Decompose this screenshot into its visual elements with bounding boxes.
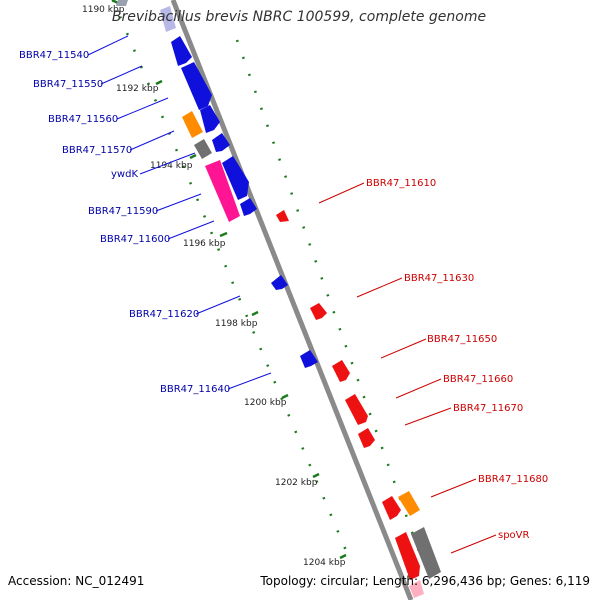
gene-feature-blue[interactable]: [300, 350, 318, 368]
gene-label-BBR47_11540[interactable]: BBR47_11540: [19, 50, 89, 61]
gene-feature-red[interactable]: [382, 496, 401, 520]
gene-feature-gray[interactable]: [194, 139, 212, 159]
leader-line: [87, 35, 129, 56]
gene-label-BBR47_11560[interactable]: BBR47_11560: [48, 114, 118, 125]
genome-backbone: [170, 0, 414, 601]
gene-feature-blue[interactable]: [200, 105, 220, 133]
gene-feature-blue[interactable]: [212, 133, 230, 152]
forward-leader-lines: [87, 35, 272, 390]
gene-feature-blue[interactable]: [222, 156, 249, 200]
gene-label-BBR47_11630[interactable]: BBR47_11630: [404, 273, 474, 284]
kbp-tick-marks: [111, 0, 347, 560]
leader-line: [450, 534, 497, 554]
topology-text: Topology: circular; Length: 6,296,436 bp…: [260, 574, 590, 588]
gene-label-BBR47_11650[interactable]: BBR47_11650: [427, 334, 497, 345]
gene-feature-red[interactable]: [358, 428, 375, 448]
kbp-labels: 1190 kbp 1192 kbp 1194 kbp 1196 kbp 1198…: [82, 5, 346, 568]
leader-line: [380, 338, 427, 359]
gene-feature-red[interactable]: [276, 210, 289, 222]
gene-feature-red[interactable]: [332, 360, 350, 382]
gene-feature-pink-light[interactable]: [409, 580, 424, 598]
reverse-gene-labels: BBR47_11610 BBR47_11630 BBR47_11650 BBR4…: [366, 178, 548, 541]
gene-feature-red[interactable]: [395, 532, 420, 580]
leader-line: [395, 378, 442, 399]
gene-label-BBR47_11640[interactable]: BBR47_11640: [160, 384, 230, 395]
gene-label-spoVR[interactable]: spoVR: [498, 530, 530, 541]
gene-feature-red[interactable]: [345, 394, 368, 425]
leader-line: [155, 193, 202, 212]
gene-feature-red[interactable]: [310, 303, 327, 320]
kbp-tick: [219, 231, 228, 238]
gene-feature-orange[interactable]: [398, 491, 420, 516]
gene-label-BBR47_11590[interactable]: BBR47_11590: [88, 206, 158, 217]
gene-label-BBR47_11600[interactable]: BBR47_11600: [100, 234, 170, 245]
gene-label-ywdK[interactable]: ywdK: [111, 169, 138, 180]
leader-line: [195, 295, 241, 315]
outer-tick-track: [235, 39, 424, 561]
gene-feature-lightblue[interactable]: [160, 6, 176, 32]
leader-line: [129, 130, 175, 151]
kbp-tick: [111, 0, 119, 5]
kbp-label: 1198 kbp: [215, 319, 258, 329]
kbp-tick: [155, 79, 163, 86]
gene-label-BBR47_11550[interactable]: BBR47_11550: [33, 79, 103, 90]
kbp-label: 1202 kbp: [275, 478, 318, 488]
gene-label-BBR47_11570[interactable]: BBR47_11570: [62, 145, 132, 156]
leader-line: [116, 97, 169, 120]
leader-line: [430, 478, 477, 498]
kbp-tick: [339, 553, 347, 560]
accession-text: Accession: NC_012491: [8, 574, 145, 588]
map-title: Brevibacillus brevis NBRC 100599, comple…: [111, 9, 487, 25]
leader-line: [100, 65, 143, 85]
leader-line: [227, 372, 272, 390]
gene-label-BBR47_11660[interactable]: BBR47_11660: [443, 374, 513, 385]
gene-feature-gray[interactable]: [116, 0, 128, 6]
reverse-gene-features: [276, 210, 441, 598]
forward-gene-features: [116, 0, 318, 368]
kbp-label: 1196 kbp: [183, 239, 226, 249]
gene-feature-blue[interactable]: [240, 198, 257, 216]
reverse-leader-lines: [318, 182, 497, 554]
leader-line: [404, 407, 452, 426]
kbp-label: 1194 kbp: [150, 161, 193, 171]
gene-feature-gray[interactable]: [411, 527, 441, 579]
gene-feature-blue[interactable]: [171, 36, 192, 66]
leader-line: [167, 220, 215, 240]
gene-feature-blue[interactable]: [271, 275, 288, 290]
gene-label-BBR47_11620[interactable]: BBR47_11620: [129, 309, 199, 320]
kbp-tick: [189, 153, 197, 160]
gene-feature-blue[interactable]: [181, 62, 212, 110]
kbp-tick: [251, 310, 259, 317]
kbp-label: 1200 kbp: [244, 398, 287, 408]
kbp-label: 1192 kbp: [116, 84, 159, 94]
leader-line: [139, 152, 196, 175]
leader-line: [356, 277, 403, 298]
kbp-tick: [281, 393, 289, 400]
gene-label-BBR47_11680[interactable]: BBR47_11680: [478, 474, 548, 485]
forward-gene-labels: BBR47_11540 BBR47_11550 BBR47_11560 BBR4…: [19, 50, 230, 395]
leader-line: [318, 182, 365, 204]
kbp-tick: [312, 472, 320, 479]
gene-label-BBR47_11670[interactable]: BBR47_11670: [453, 403, 523, 414]
gene-feature-pink[interactable]: [205, 160, 240, 222]
gene-feature-orange[interactable]: [182, 111, 203, 138]
kbp-label: 1204 kbp: [303, 558, 346, 568]
kbp-label: 1190 kbp: [82, 5, 125, 15]
gene-label-BBR47_11610[interactable]: BBR47_11610: [366, 178, 436, 189]
